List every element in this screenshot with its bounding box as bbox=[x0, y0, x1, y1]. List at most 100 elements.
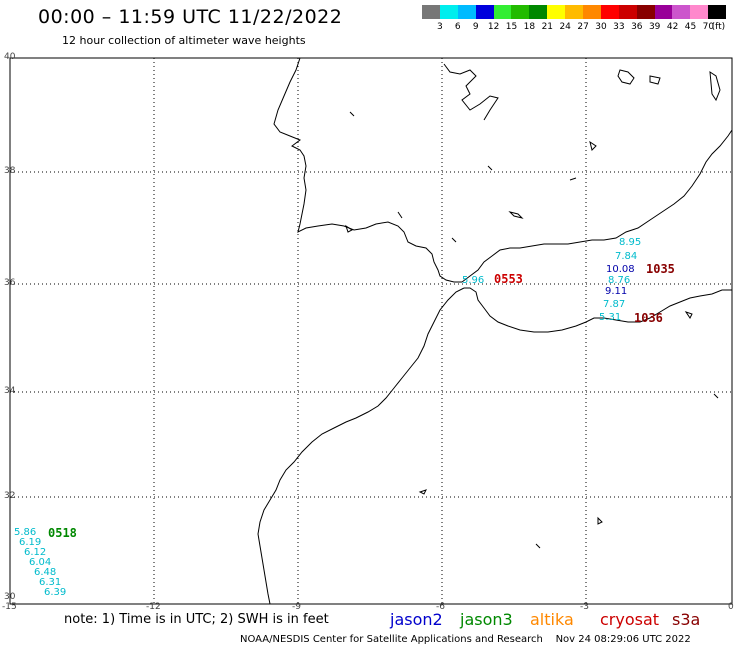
legend-tick-label: 18 bbox=[523, 22, 536, 32]
legend-tick-label: 33 bbox=[613, 22, 625, 32]
legend-swatch bbox=[583, 5, 601, 19]
legend-tick-label: 70 bbox=[702, 22, 715, 32]
legend-swatch bbox=[457, 5, 476, 19]
x-axis-label: -6 bbox=[436, 602, 445, 612]
legend-tick-label: 42 bbox=[666, 22, 679, 32]
legend-swatch bbox=[636, 5, 655, 19]
island-small-6 bbox=[397, 211, 403, 219]
satellite-legend-altika: altika bbox=[530, 610, 574, 629]
legend-swatch bbox=[690, 5, 709, 19]
wave-height-obs: 6.31 bbox=[39, 577, 62, 588]
wave-height-obs: 8.76 bbox=[608, 275, 631, 286]
island-small-9 bbox=[487, 165, 493, 171]
y-axis-label: 36 bbox=[4, 278, 16, 288]
legend-tick-label: 30 bbox=[595, 22, 607, 32]
legend-tick-label: 39 bbox=[648, 22, 661, 32]
x-axis-label: -9 bbox=[292, 602, 301, 612]
island-small-12 bbox=[713, 393, 719, 399]
wave-height-obs: 6.39 bbox=[44, 587, 67, 598]
plot-frame bbox=[9, 57, 733, 605]
pass-time-label: 1035 bbox=[646, 262, 675, 276]
coastline bbox=[257, 57, 733, 605]
island-ibiza bbox=[589, 140, 597, 151]
legend-tick-label: 9 bbox=[472, 22, 479, 32]
legend-swatch bbox=[529, 5, 548, 19]
island-small-1 bbox=[508, 211, 524, 219]
y-axis-label: 34 bbox=[4, 386, 16, 396]
units-note: note: 1) Time is in UTC; 2) SWH is in fe… bbox=[64, 612, 329, 627]
island-small-11 bbox=[684, 311, 693, 319]
wave-height-obs: 7.84 bbox=[615, 251, 638, 262]
island-mallorca bbox=[617, 69, 635, 85]
island-small-8 bbox=[569, 177, 577, 181]
x-axis-label: -15 bbox=[2, 602, 17, 612]
legend-swatch bbox=[422, 5, 440, 19]
legend-swatch bbox=[708, 5, 727, 19]
x-axis-label: -3 bbox=[580, 602, 589, 612]
color-scale-legend bbox=[422, 5, 727, 19]
wave-height-obs: 7.87 bbox=[603, 299, 626, 310]
legend-swatch bbox=[618, 5, 637, 19]
color-scale-ticks: 3 6 9 12 15 18 21 24 27 30 33 36 39 42 45 70 (ft) bbox=[422, 22, 740, 36]
island-small-4 bbox=[535, 543, 541, 549]
y-axis-label: 32 bbox=[4, 491, 16, 501]
island-small-5 bbox=[345, 224, 353, 233]
coast-east-spain bbox=[443, 63, 499, 121]
island-menorca bbox=[649, 75, 661, 85]
legend-swatch bbox=[654, 5, 673, 19]
y-axis-label: 40 bbox=[4, 52, 16, 62]
legend-tick-label: 15 bbox=[505, 22, 518, 32]
legend-swatch bbox=[565, 5, 584, 19]
pass-time-label: 0518 bbox=[48, 526, 77, 540]
coast-africa-north bbox=[464, 287, 732, 333]
legend-swatch bbox=[475, 5, 494, 19]
legend-tick-label: 36 bbox=[631, 22, 643, 32]
wave-height-obs: 5.31 bbox=[599, 312, 622, 323]
legend-tick-label: 45 bbox=[684, 22, 697, 32]
wave-height-obs: 6.12 bbox=[24, 547, 47, 558]
legend-tick-label: 6 bbox=[454, 22, 461, 32]
legend-tick-label: 3 bbox=[437, 22, 443, 32]
legend-swatch bbox=[439, 5, 458, 19]
y-axis-label: 30 bbox=[4, 592, 16, 602]
legend-swatch bbox=[672, 5, 691, 19]
wave-height-obs: 6.19 bbox=[19, 537, 42, 548]
island-small-2 bbox=[418, 489, 427, 495]
x-axis-label: -12 bbox=[146, 602, 161, 612]
legend-tick-label: (ft) bbox=[711, 22, 726, 32]
wave-height-obs: 5.96 bbox=[462, 275, 485, 286]
wave-height-obs: 6.48 bbox=[34, 567, 57, 578]
x-axis-label: 0 bbox=[728, 602, 734, 612]
credit-footer: NOAA/NESDIS Center for Satellite Applica… bbox=[240, 634, 691, 645]
coast-iberia-south bbox=[461, 129, 733, 283]
legend-swatch bbox=[600, 5, 619, 19]
island-sardinia bbox=[709, 71, 721, 102]
satellite-legend-jason2: jason2 bbox=[390, 610, 443, 629]
legend-swatch bbox=[547, 5, 566, 19]
legend-swatch bbox=[493, 5, 512, 19]
wave-height-obs: 10.08 bbox=[606, 264, 635, 275]
wave-height-obs: 6.04 bbox=[29, 557, 52, 568]
chart-subtitle: 12 hour collection of altimeter wave hei… bbox=[62, 34, 306, 47]
pass-time-label: 0553 bbox=[494, 272, 523, 286]
wave-height-obs: 9.11 bbox=[605, 286, 628, 297]
coast-iberia-west bbox=[273, 57, 462, 283]
pass-time-label: 1036 bbox=[634, 311, 663, 325]
wave-height-obs: 5.86 bbox=[14, 527, 37, 538]
island-small-10 bbox=[349, 111, 355, 117]
legend-tick-label: 21 bbox=[541, 22, 554, 32]
coast-africa-west bbox=[257, 287, 465, 605]
satellite-legend-jason3: jason3 bbox=[460, 610, 513, 629]
graticule bbox=[10, 58, 732, 604]
satellite-legend-s3a: s3a bbox=[672, 610, 701, 629]
satellite-legend-cryosat: cryosat bbox=[600, 610, 660, 629]
legend-tick-label: 24 bbox=[559, 22, 571, 32]
y-axis-label: 38 bbox=[4, 166, 16, 176]
island-small-7 bbox=[451, 237, 457, 243]
chart-title: 00:00 – 11:59 UTC 11/22/2022 bbox=[38, 6, 343, 28]
wave-height-obs: 8.95 bbox=[619, 237, 642, 248]
legend-swatch bbox=[511, 5, 530, 19]
legend-tick-label: 12 bbox=[487, 22, 500, 32]
legend-tick-label: 27 bbox=[577, 22, 589, 32]
